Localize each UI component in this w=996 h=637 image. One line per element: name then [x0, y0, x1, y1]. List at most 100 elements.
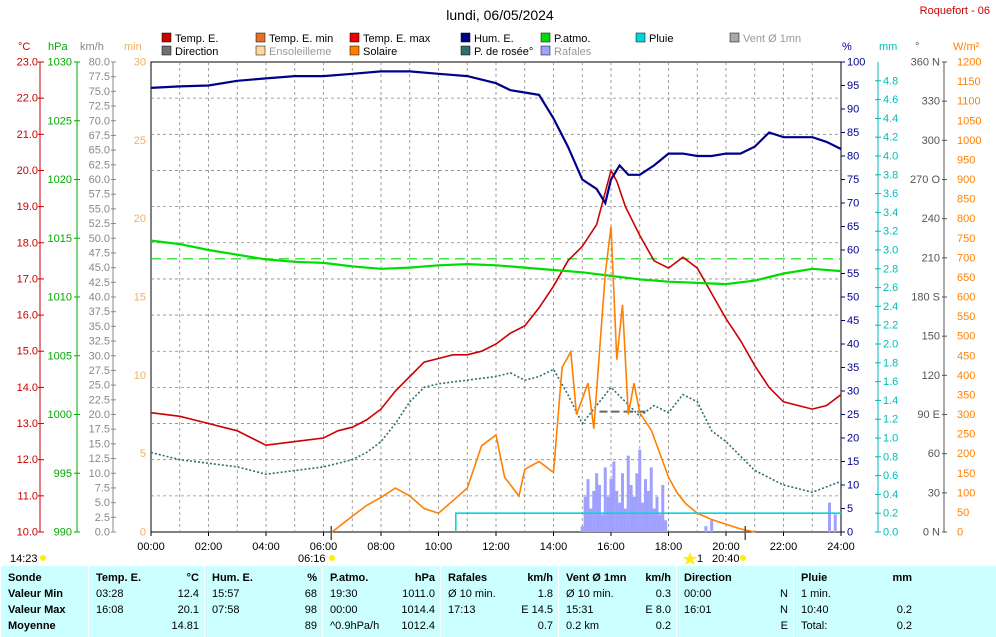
solar-tick: 550: [957, 311, 975, 323]
gust-bar: [641, 502, 645, 532]
solar-tick: 850: [957, 194, 975, 206]
pressure-line: [150, 239, 842, 286]
pressure-tick: 1005: [48, 350, 72, 362]
stats-header-unit: km/h: [527, 572, 553, 584]
moon-star-icon: [683, 552, 697, 565]
temp-tick: 17.0: [17, 273, 38, 285]
gust-bar: [655, 496, 659, 532]
solar-tick: 0: [957, 527, 963, 539]
rain-tick: 4.8: [883, 75, 898, 87]
gust-bar: [658, 514, 662, 532]
x-tick: 18:00: [655, 541, 683, 553]
sunrise-label: 06:16: [298, 553, 326, 565]
gust-bar: [652, 508, 656, 532]
humidity-tick: 90: [847, 104, 859, 116]
stats-row: Moyenne: [1, 618, 89, 634]
temp-tick: 14.0: [17, 382, 38, 394]
sun-tick: 15: [134, 292, 146, 304]
gust-bar: [603, 467, 607, 532]
direction-tick: 90 E: [917, 409, 940, 421]
stats-row: 89: [205, 618, 323, 634]
stats-header: Vent Ø 1mn km/h: [559, 570, 677, 586]
stats-header: Pluie mm: [794, 570, 918, 586]
legend-label: Temp. E. min: [269, 33, 333, 45]
stats-row: 19:30 1011.0: [323, 586, 441, 602]
wind-tick: 80.0: [89, 57, 110, 69]
x-tick: 24:00: [827, 541, 855, 553]
stats-header-label: Rafales: [448, 572, 488, 584]
temperature-line: [150, 168, 842, 447]
humidity-tick: 15: [847, 456, 859, 468]
stats-column: P.atmo. hPa 19:30 1011.0 00:00 1014.4 ^0.9hPa/…: [322, 566, 441, 637]
stats-row: 10:40 0.2: [794, 602, 918, 618]
gust-bar: [598, 485, 601, 532]
wind-tick: 75.0: [89, 86, 110, 98]
solar-tick: 1150: [957, 76, 981, 88]
legend-swatch: [460, 45, 471, 56]
gust-bar: [649, 467, 653, 532]
gust-bar: [589, 508, 593, 532]
legend-label: Rafales: [554, 46, 592, 58]
stats-column: Rafales km/h Ø 10 min. 1.8 17:13 E 14.5 0.7: [440, 566, 559, 637]
gust-bar: [661, 485, 665, 532]
legend-label: Temp. E.: [175, 33, 218, 45]
solar-tick: 50: [957, 507, 969, 519]
stats-cell-value: 0.3: [655, 588, 671, 600]
gust-bar: [828, 502, 831, 532]
stats-cell-time: 15:31: [566, 604, 594, 616]
wind-tick: 52.5: [89, 218, 110, 230]
humidity-tick: 80: [847, 151, 859, 163]
humidity-tick: 75: [847, 174, 859, 186]
direction-tick: 0 N: [923, 527, 940, 539]
axis-unit-hum: %: [842, 41, 852, 53]
humidity-tick: 40: [847, 339, 859, 351]
legend-swatch: [161, 32, 172, 43]
rain-tick: 4.2: [883, 132, 898, 144]
rain-tick: 0.4: [883, 489, 898, 501]
stats-row: 0.2 km 0.2: [559, 618, 677, 634]
temp-tick: 22.0: [17, 93, 38, 105]
stats-cell-value: 89: [304, 620, 317, 632]
humidity-tick: 100: [847, 57, 865, 69]
gust-bar: [612, 461, 616, 532]
temp-tick: 12.0: [17, 454, 38, 466]
humidity-tick: 85: [847, 127, 859, 139]
sunset-icon: [740, 555, 746, 561]
wind-tick: 77.5: [89, 71, 110, 83]
stats-cell-value: N: [780, 588, 788, 600]
stats-row: Valeur Min: [1, 586, 89, 602]
x-tick: 12:00: [482, 541, 510, 553]
solar-tick: 950: [957, 154, 975, 166]
moon-label: 1: [697, 553, 703, 565]
wind-tick: 25.0: [89, 380, 110, 392]
stats-row: Ø 10 min. 1.8: [441, 586, 559, 602]
stats-cell-value: 0.2: [896, 604, 912, 616]
humidity-tick: 20: [847, 433, 859, 445]
rain-tick: 3.0: [883, 245, 898, 257]
stats-column: Temp. E. °C 03:28 12.4 16:08 20.1 14.81: [88, 566, 205, 637]
legend-label: Temp. E. max: [363, 33, 431, 45]
gust-bar: [618, 502, 622, 532]
solar-tick: 750: [957, 233, 975, 245]
solar-tick: 650: [957, 272, 975, 284]
legend-swatch: [540, 32, 551, 43]
stats-row: Valeur Max: [1, 602, 89, 618]
x-tick: 00:00: [137, 541, 165, 553]
rain-tick: 2.2: [883, 320, 898, 332]
temp-tick: 21.0: [17, 129, 38, 141]
humidity-tick: 55: [847, 268, 859, 280]
gust-bar: [592, 490, 596, 532]
wind-tick: 37.5: [89, 306, 110, 318]
wind-tick: 20.0: [89, 409, 110, 421]
stats-column: Sonde Valeur Min Valeur Max Moyenne: [0, 566, 89, 637]
legend-swatch: [255, 32, 266, 43]
direction-tick: 150: [922, 331, 940, 343]
temp-tick: 15.0: [17, 346, 38, 358]
stats-cell-value: 0.2: [896, 620, 912, 632]
legend-label: P. de rosée°: [474, 46, 533, 58]
stats-row: 03:28 12.4: [89, 586, 205, 602]
legend-label: Solaire: [363, 46, 397, 58]
sunset-label: 20:40: [712, 553, 740, 565]
direction-tick: 270 O: [910, 174, 940, 186]
rain-tick: 3.2: [883, 226, 898, 238]
